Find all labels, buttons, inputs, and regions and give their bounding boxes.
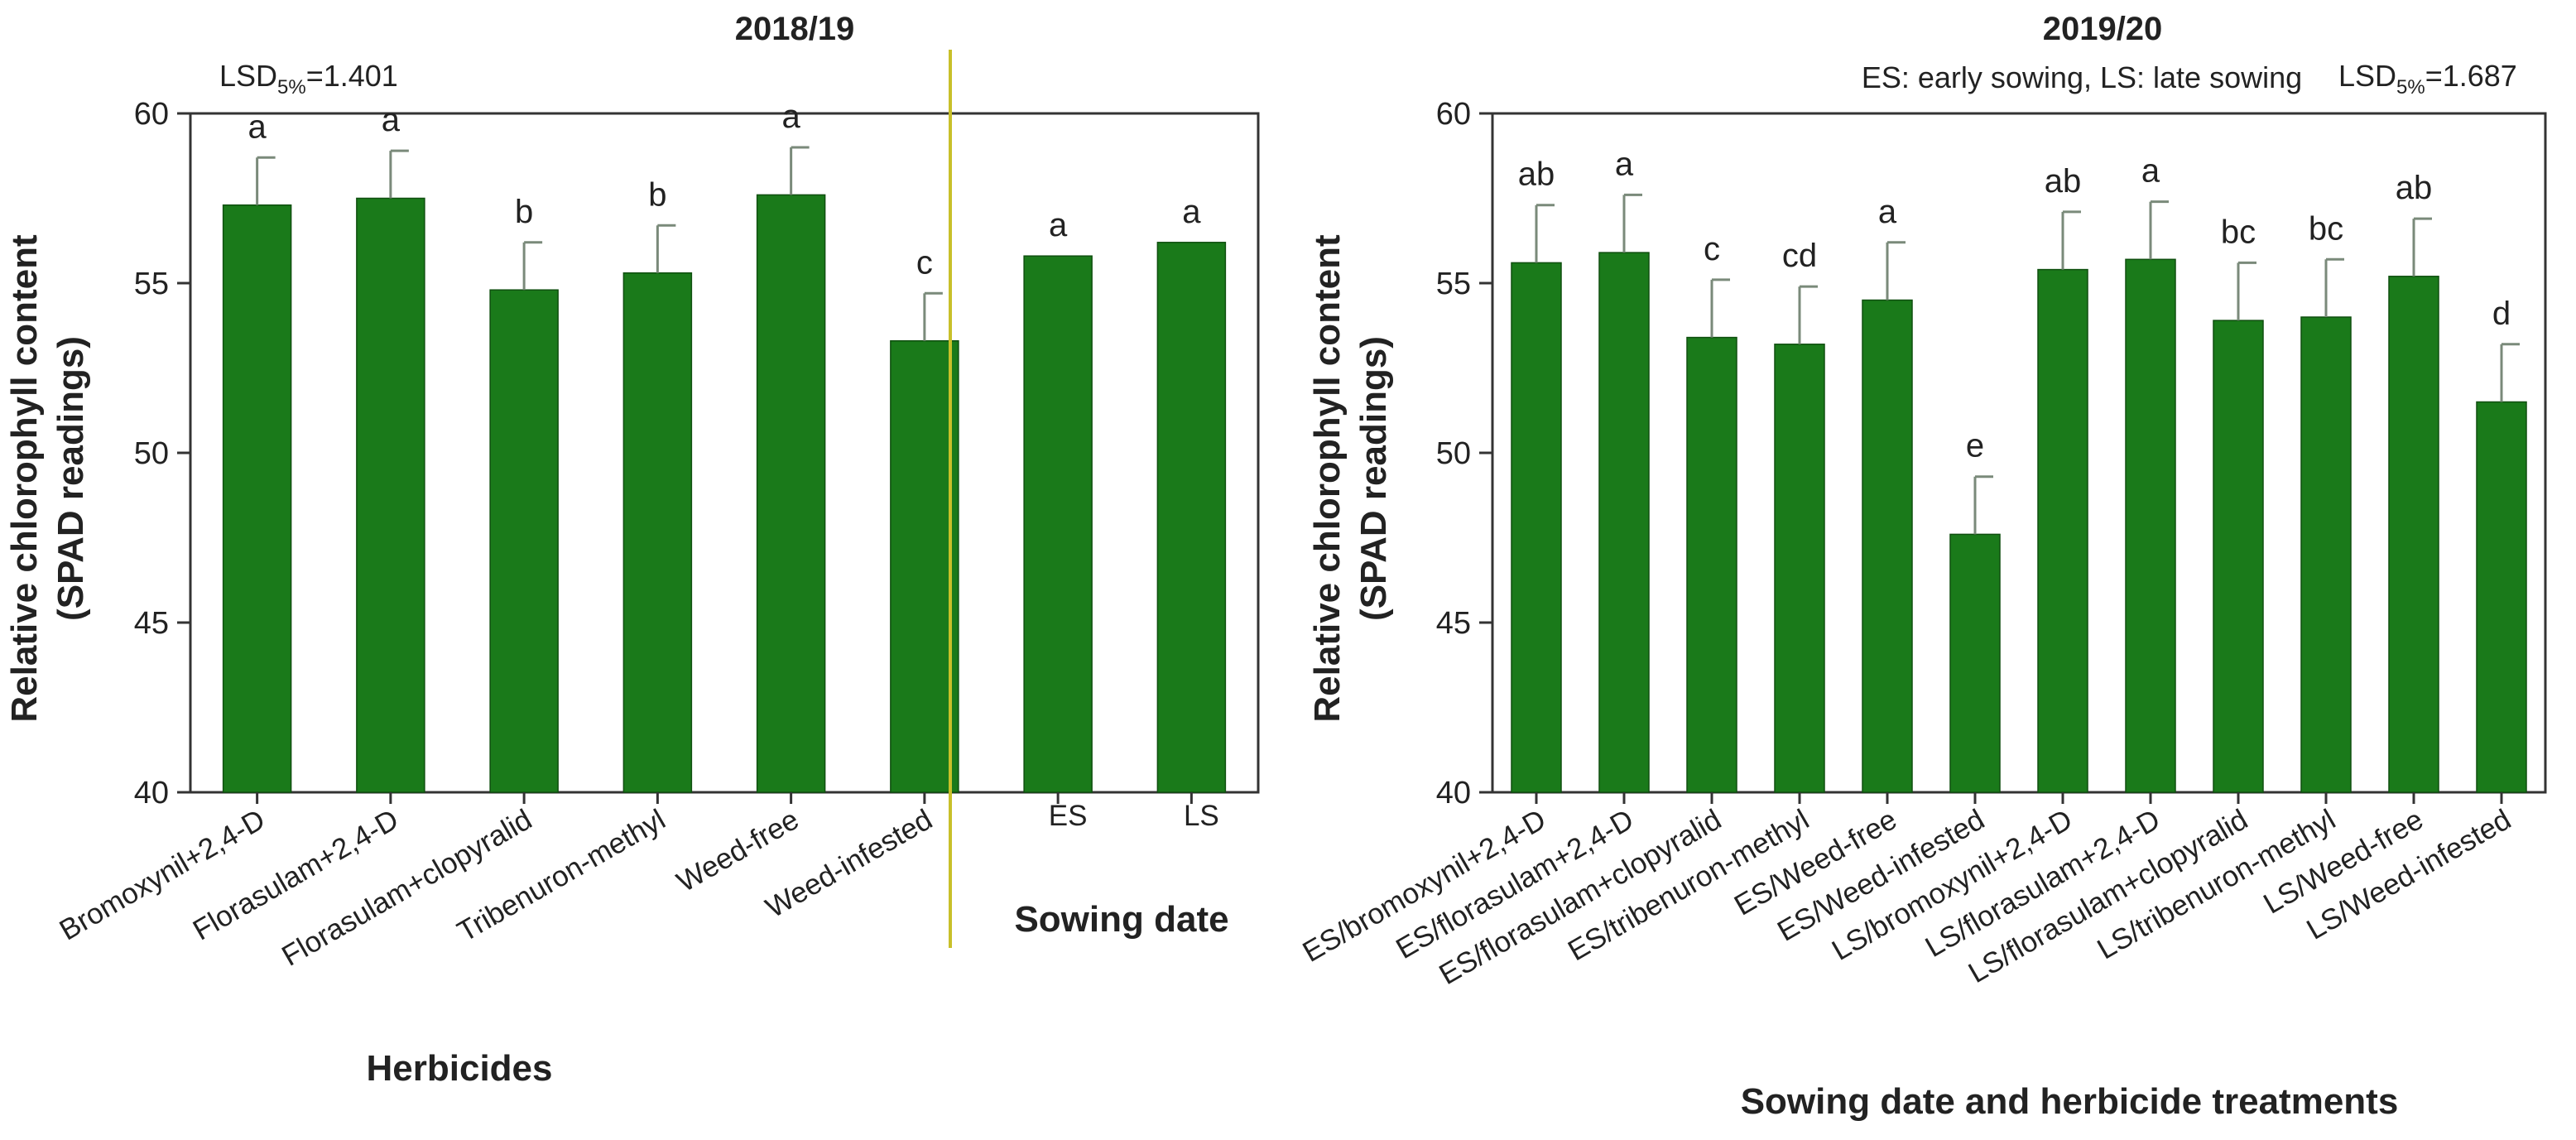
chart-left-category-label: Florasulam+clopyralid bbox=[276, 803, 537, 972]
chart-right-bar bbox=[2037, 268, 2088, 793]
chart-right-subtitle: ES: early sowing, LS: late sowing bbox=[1862, 60, 2302, 94]
chart-right-significance-letter: ab bbox=[2045, 163, 2082, 200]
chart-right-xlabel: Sowing date and herbicide treatments bbox=[1741, 1081, 2399, 1122]
chart-right-significance-letter: cd bbox=[1782, 238, 1817, 274]
chart-left-category-label: LS bbox=[1184, 800, 1219, 832]
chart-left-significance-letter: b bbox=[515, 194, 533, 230]
chart-left-plot-frame bbox=[189, 112, 1260, 794]
chart-left-xlabel: Herbicides bbox=[367, 1048, 553, 1089]
chart-right-bar bbox=[2300, 316, 2352, 793]
chart-left-significance-letter: a bbox=[382, 102, 401, 138]
chart-left-ylabel-line1: Relative chlorophyll content bbox=[4, 234, 45, 723]
chart-right-significance-letter: ab bbox=[2396, 170, 2433, 206]
chart-left-ytick-label: 40 bbox=[134, 776, 169, 811]
chart-right-ytick-label: 50 bbox=[1436, 436, 1471, 471]
chart-right-bar bbox=[1949, 533, 2001, 793]
chart-left-ytick-label: 60 bbox=[134, 97, 169, 132]
chart-left-significance-letter: a bbox=[782, 99, 801, 135]
chart-left-bar bbox=[890, 339, 959, 793]
chart-left-ytick-label: 45 bbox=[134, 606, 169, 641]
chart-left-significance-letter: c bbox=[916, 244, 933, 281]
chart-right-bar bbox=[1511, 262, 1562, 793]
chart-left-bar bbox=[622, 272, 693, 793]
chart-right-marks: 4045505560abES/bromoxynil+2,4-DaES/flora… bbox=[1297, 97, 2547, 991]
chart-right-ytick-label: 45 bbox=[1436, 606, 1471, 641]
chart-right-significance-letter: ab bbox=[1518, 156, 1555, 193]
chart-left-ylabel-line2: (SPAD readings) bbox=[50, 336, 91, 621]
chart-right: 2019/20 ES: early sowing, LS: late sowin… bbox=[1307, 11, 2517, 1122]
chart-right-significance-letter: c bbox=[1704, 231, 1720, 267]
chart-left-bar bbox=[222, 204, 292, 793]
chart-right-bar bbox=[1774, 344, 1825, 793]
chart-right-ytick-label: 60 bbox=[1436, 97, 1471, 132]
chart-right-significance-letter: a bbox=[2141, 153, 2160, 190]
chart-left-ytick-label: 50 bbox=[134, 436, 169, 471]
chart-left-ytick-label: 55 bbox=[134, 267, 169, 301]
chart-left-bar bbox=[1156, 242, 1227, 793]
chart-left-significance-letter: a bbox=[1182, 194, 1201, 230]
chart-right-significance-letter: bc bbox=[2221, 214, 2256, 250]
chart-right-significance-letter: e bbox=[1966, 428, 1984, 464]
chart-left: 2018/19 LSD5%=1.401 Relative chlorophyll… bbox=[4, 11, 1229, 1089]
chart-right-significance-letter: bc bbox=[2309, 210, 2343, 247]
chart-right-ylabel-line1: Relative chlorophyll content bbox=[1307, 234, 1348, 723]
chart-right-bar bbox=[2125, 258, 2176, 793]
chart-left-bar bbox=[356, 197, 425, 793]
chart-right-significance-letter: d bbox=[2492, 296, 2511, 332]
chart-right-ytick-label: 40 bbox=[1436, 776, 1471, 811]
chart-left-title: 2018/19 bbox=[735, 11, 855, 47]
chart-left-significance-letter: a bbox=[1049, 207, 1068, 243]
chart-right-bar bbox=[2213, 320, 2264, 793]
chart-left-group-label: Sowing date bbox=[1014, 899, 1228, 940]
chart-right-title: 2019/20 bbox=[2043, 11, 2163, 47]
chart-left-bar bbox=[1023, 255, 1093, 793]
chart-left-category-label: ES bbox=[1049, 800, 1088, 832]
chart-left-significance-letter: b bbox=[648, 176, 666, 213]
chart-left-bar bbox=[489, 289, 559, 793]
chart-right-plot-frame bbox=[1491, 112, 2547, 794]
chart-right-ylabel-line2: (SPAD readings) bbox=[1353, 336, 1394, 621]
chart-right-lsd: LSD5%=1.687 bbox=[2338, 59, 2517, 99]
chart-right-bar bbox=[2388, 276, 2439, 793]
chart-left-bar bbox=[756, 194, 826, 793]
chart-left-lsd: LSD5%=1.401 bbox=[219, 59, 398, 99]
chart-right-bar bbox=[2476, 401, 2527, 793]
chart-right-bar bbox=[1598, 252, 1650, 793]
chart-right-significance-letter: a bbox=[1615, 146, 1634, 182]
chart-right-significance-letter: a bbox=[1878, 194, 1897, 230]
chart-right-bar bbox=[1862, 299, 1913, 793]
chart-left-significance-letter: a bbox=[248, 108, 267, 145]
chart-right-ytick-label: 55 bbox=[1436, 267, 1471, 301]
chart-right-bar bbox=[1686, 336, 1737, 793]
